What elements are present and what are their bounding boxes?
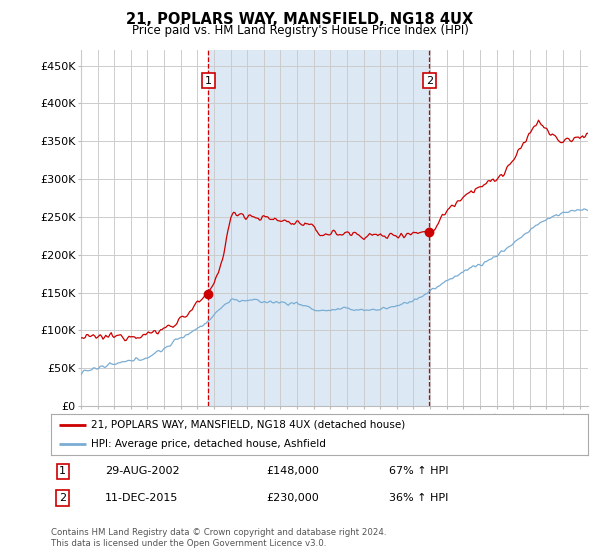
Text: Contains HM Land Registry data © Crown copyright and database right 2024.: Contains HM Land Registry data © Crown c… xyxy=(51,528,386,536)
Text: 29-AUG-2002: 29-AUG-2002 xyxy=(105,466,179,477)
Text: 36% ↑ HPI: 36% ↑ HPI xyxy=(389,493,449,503)
Text: Price paid vs. HM Land Registry's House Price Index (HPI): Price paid vs. HM Land Registry's House … xyxy=(131,24,469,36)
Text: This data is licensed under the Open Government Licence v3.0.: This data is licensed under the Open Gov… xyxy=(51,539,326,548)
Text: 67% ↑ HPI: 67% ↑ HPI xyxy=(389,466,449,477)
Text: HPI: Average price, detached house, Ashfield: HPI: Average price, detached house, Ashf… xyxy=(91,439,326,449)
Text: 21, POPLARS WAY, MANSFIELD, NG18 4UX (detached house): 21, POPLARS WAY, MANSFIELD, NG18 4UX (de… xyxy=(91,420,406,430)
Text: 1: 1 xyxy=(59,466,67,477)
Text: 11-DEC-2015: 11-DEC-2015 xyxy=(105,493,178,503)
Text: 21, POPLARS WAY, MANSFIELD, NG18 4UX: 21, POPLARS WAY, MANSFIELD, NG18 4UX xyxy=(127,12,473,27)
Bar xyxy=(208,50,429,406)
Text: £148,000: £148,000 xyxy=(266,466,319,477)
Text: 2: 2 xyxy=(59,493,67,503)
Text: £230,000: £230,000 xyxy=(266,493,319,503)
Text: 1: 1 xyxy=(205,76,212,86)
Text: 2: 2 xyxy=(425,76,433,86)
